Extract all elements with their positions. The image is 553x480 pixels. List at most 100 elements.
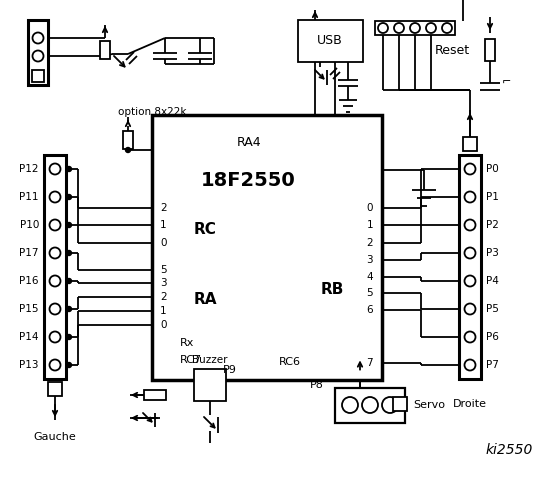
Text: P0: P0 (486, 164, 499, 174)
Circle shape (426, 23, 436, 33)
Circle shape (66, 194, 71, 200)
Circle shape (442, 23, 452, 33)
Bar (144, 390, 166, 400)
Text: Gauche: Gauche (34, 432, 76, 442)
Bar (335, 387, 405, 422)
Circle shape (394, 23, 404, 33)
Circle shape (465, 219, 476, 230)
Text: 2: 2 (160, 203, 166, 213)
Text: ⌐: ⌐ (502, 78, 512, 88)
Circle shape (66, 278, 71, 284)
Text: 4: 4 (367, 272, 373, 282)
Text: P11: P11 (19, 192, 39, 202)
Bar (298, 20, 363, 62)
Circle shape (50, 219, 60, 230)
Text: 1: 1 (160, 220, 166, 230)
Text: RC: RC (194, 223, 217, 238)
Text: P12: P12 (19, 164, 39, 174)
Text: 0: 0 (160, 320, 166, 330)
Text: USB: USB (317, 35, 343, 48)
Circle shape (50, 248, 60, 259)
Bar (375, 21, 455, 35)
Circle shape (410, 23, 420, 33)
Circle shape (50, 164, 60, 175)
Text: P4: P4 (486, 276, 499, 286)
Text: 18F2550: 18F2550 (201, 170, 296, 190)
Circle shape (342, 397, 358, 413)
Text: P3: P3 (486, 248, 499, 258)
Circle shape (50, 332, 60, 343)
Circle shape (66, 223, 71, 228)
Bar (393, 397, 407, 411)
Text: 2: 2 (367, 238, 373, 248)
Bar (32, 70, 44, 82)
Circle shape (382, 397, 398, 413)
Text: P10: P10 (19, 220, 39, 230)
Circle shape (465, 360, 476, 371)
Circle shape (465, 303, 476, 314)
Circle shape (66, 307, 71, 312)
Circle shape (50, 303, 60, 314)
Text: 5: 5 (367, 288, 373, 298)
Circle shape (50, 360, 60, 371)
Bar (485, 39, 495, 61)
Text: option 8x22k: option 8x22k (118, 107, 186, 117)
Text: 1: 1 (160, 306, 166, 316)
Text: 5: 5 (160, 265, 166, 275)
Text: RA: RA (194, 292, 217, 308)
Text: P1: P1 (486, 192, 499, 202)
Circle shape (66, 362, 71, 368)
Circle shape (126, 147, 131, 153)
Text: 6: 6 (367, 305, 373, 315)
Text: 7: 7 (367, 358, 373, 368)
Circle shape (465, 192, 476, 203)
Text: 3: 3 (160, 278, 166, 288)
Circle shape (33, 50, 44, 61)
Text: P5: P5 (486, 304, 499, 314)
Circle shape (465, 248, 476, 259)
Text: Reset: Reset (435, 44, 470, 57)
Text: P6: P6 (486, 332, 499, 342)
Text: P14: P14 (19, 332, 39, 342)
Circle shape (465, 164, 476, 175)
Text: 0: 0 (367, 203, 373, 213)
Circle shape (50, 276, 60, 287)
Text: Rx: Rx (180, 338, 194, 348)
Text: P2: P2 (486, 220, 499, 230)
Bar (152, 115, 382, 380)
Text: 0: 0 (160, 238, 166, 248)
Bar (123, 131, 133, 149)
Text: RC7: RC7 (180, 355, 202, 365)
Text: P8: P8 (310, 380, 324, 390)
Text: Servo: Servo (413, 400, 445, 410)
Circle shape (465, 332, 476, 343)
Text: RB: RB (321, 283, 344, 298)
Bar (194, 369, 226, 401)
Bar (463, 137, 477, 151)
Text: P17: P17 (19, 248, 39, 258)
Circle shape (50, 192, 60, 203)
Circle shape (362, 397, 378, 413)
Circle shape (378, 23, 388, 33)
Circle shape (66, 167, 71, 171)
Bar (100, 41, 110, 59)
Text: RA4: RA4 (236, 136, 261, 149)
Circle shape (33, 33, 44, 44)
Text: Buzzer: Buzzer (192, 355, 228, 365)
Bar (28, 20, 48, 85)
Circle shape (66, 335, 71, 339)
Text: P15: P15 (19, 304, 39, 314)
Bar (459, 155, 481, 379)
Text: P13: P13 (19, 360, 39, 370)
Circle shape (66, 251, 71, 255)
Text: P16: P16 (19, 276, 39, 286)
Circle shape (465, 276, 476, 287)
Bar (44, 155, 66, 379)
Bar (48, 382, 62, 396)
Text: Droite: Droite (453, 399, 487, 409)
Text: RC6: RC6 (279, 357, 300, 367)
Text: 3: 3 (367, 255, 373, 265)
Text: P9: P9 (223, 365, 237, 375)
Text: 2: 2 (160, 292, 166, 302)
Text: ki2550: ki2550 (486, 443, 533, 457)
